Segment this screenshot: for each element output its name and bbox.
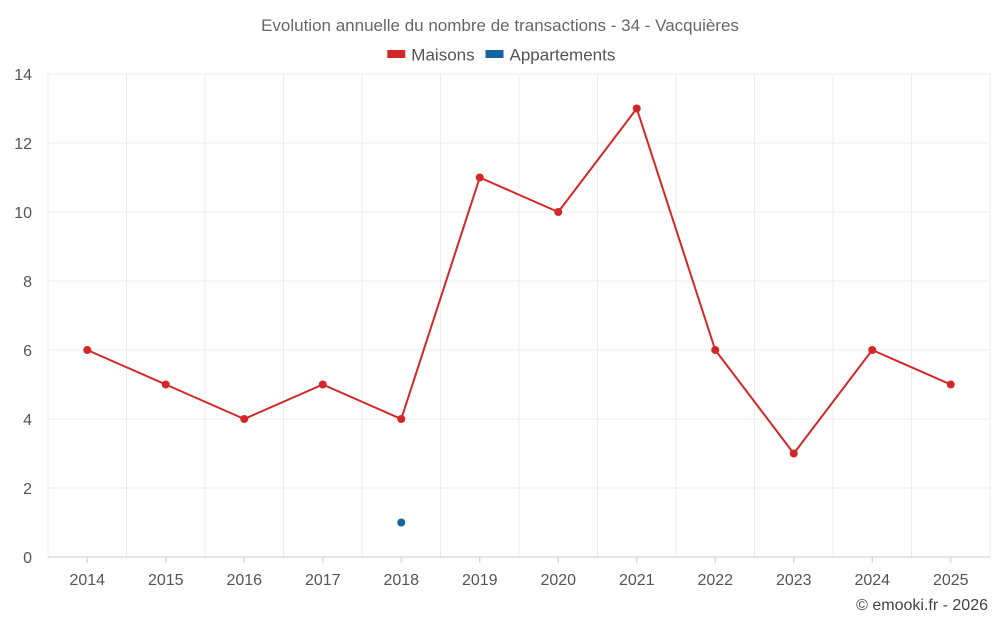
- data-point-maisons[interactable]: [83, 346, 92, 354]
- series-maisons: [83, 104, 955, 458]
- axes: 0 2 4 6 8 10 12 14 2014 2015 2016 2017 2018 2019 2020 2…: [14, 67, 990, 589]
- y-tick-label: 10: [14, 205, 32, 222]
- data-point-maisons[interactable]: [946, 380, 955, 389]
- data-point-maisons[interactable]: [632, 104, 641, 113]
- data-point-maisons[interactable]: [554, 208, 563, 216]
- chart-legend: Maisons Appartements: [387, 46, 615, 65]
- y-tick-label: 4: [23, 412, 32, 429]
- x-tick-label: 2020: [540, 572, 576, 589]
- y-tick-label: 2: [23, 481, 32, 498]
- legend-label: Appartements: [510, 46, 616, 65]
- x-tick-label: 2021: [619, 572, 655, 589]
- data-point-maisons[interactable]: [868, 346, 877, 354]
- data-point-maisons[interactable]: [397, 415, 406, 423]
- x-tick-label: 2017: [305, 572, 341, 589]
- x-tick-label: 2019: [462, 572, 498, 589]
- x-tick-label: 2023: [776, 572, 812, 589]
- y-tick-label: 6: [23, 343, 32, 360]
- legend-swatch: [387, 50, 406, 58]
- x-tick-label: 2024: [854, 572, 890, 589]
- y-tick-label: 12: [14, 136, 32, 153]
- data-point-maisons[interactable]: [240, 415, 249, 423]
- data-point-maisons[interactable]: [318, 380, 327, 389]
- series-layer: [83, 104, 955, 527]
- x-tick-label: 2014: [69, 572, 105, 589]
- x-tick-label: 2025: [933, 572, 969, 589]
- data-point-appartements[interactable]: [397, 518, 406, 527]
- legend-label: Maisons: [411, 46, 474, 65]
- data-point-maisons[interactable]: [475, 173, 484, 182]
- data-point-maisons[interactable]: [711, 346, 720, 354]
- y-tick-label: 14: [14, 67, 32, 84]
- series-line-maisons: [86, 107, 952, 455]
- legend-item-appartements[interactable]: Appartements: [485, 46, 616, 65]
- credit-text: © emooki.fr - 2026: [856, 597, 988, 614]
- grid-lines: [47, 73, 991, 557]
- x-tick-label: 2016: [226, 572, 262, 589]
- data-point-maisons[interactable]: [161, 380, 170, 389]
- x-tick-label: 2018: [383, 572, 419, 589]
- series-appartements: [397, 518, 406, 527]
- chart-title: Evolution annuelle du nombre de transact…: [261, 16, 739, 35]
- x-tick-label: 2022: [697, 572, 733, 589]
- legend-swatch: [485, 50, 504, 58]
- x-tick-label: 2015: [148, 572, 184, 589]
- y-tick-label: 0: [23, 550, 32, 567]
- legend-item-maisons[interactable]: Maisons: [387, 46, 475, 65]
- data-point-maisons[interactable]: [789, 449, 798, 458]
- y-tick-label: 8: [23, 274, 32, 291]
